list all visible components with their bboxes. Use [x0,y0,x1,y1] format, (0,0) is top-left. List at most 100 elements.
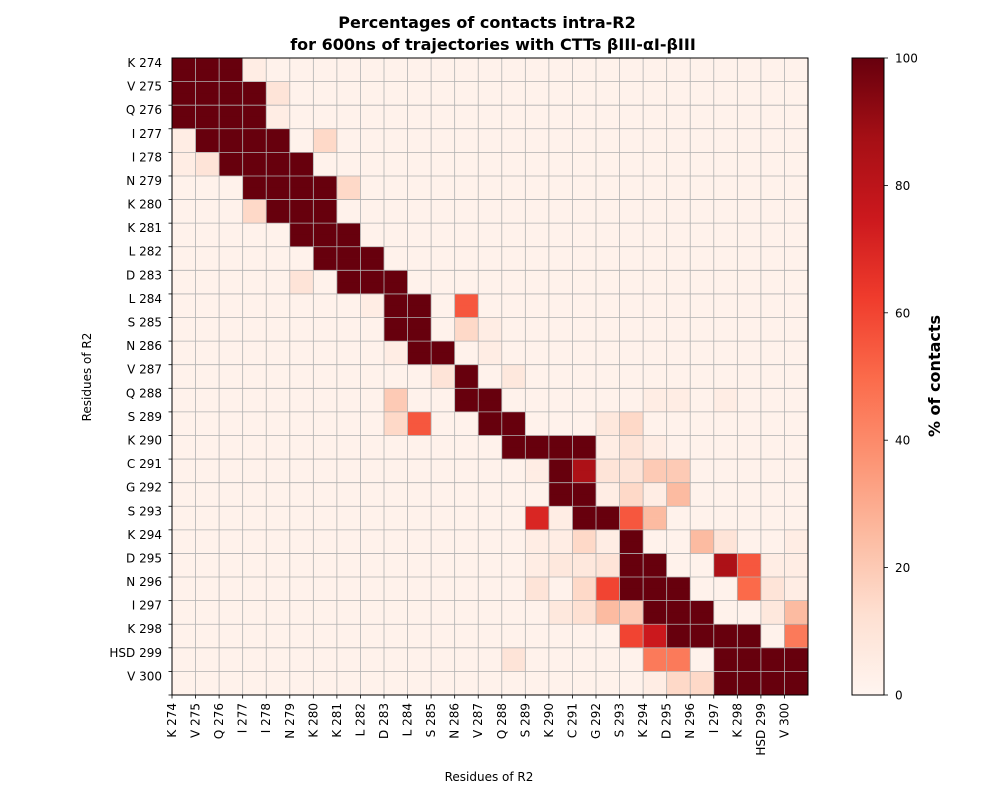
heatmap-cell [407,459,432,472]
heatmap-cell [407,234,432,248]
heatmap-cell [336,494,361,507]
heatmap-cell [384,164,408,177]
heatmap-cell [313,541,338,554]
heatmap-cell [572,81,597,94]
heatmap-cell [643,187,668,200]
heatmap-cell [737,152,762,165]
heatmap-cell [572,624,597,637]
heatmap-cell [242,69,267,82]
heatmap-cell [478,423,503,436]
heatmap-cell [690,293,715,307]
heatmap-cell [289,636,314,649]
heatmap-cell [690,329,715,342]
chart-title-line-1: Percentages of contacts intra-R2 [338,13,635,32]
heatmap-cell [501,506,526,519]
heatmap-cell [384,282,408,295]
heatmap-cell [760,376,785,389]
heatmap-cell [454,69,479,82]
heatmap-cell [360,612,385,625]
heatmap-cell [478,577,503,590]
heatmap-cell [219,376,244,389]
heatmap-cell [336,400,361,413]
heatmap-cell [713,258,738,271]
heatmap-cell [336,447,361,460]
heatmap-cell [195,553,220,566]
heatmap-cell [360,81,385,94]
heatmap-cell [407,175,432,189]
heatmap-cell [737,541,762,554]
heatmap-cell [242,246,267,259]
heatmap-cell [195,282,220,295]
heatmap-cell [219,270,244,283]
heatmap-cell [336,317,361,330]
heatmap-cell [431,423,456,436]
heatmap-cell [643,494,668,507]
heatmap-cell [784,671,809,684]
heatmap-cell [407,553,432,566]
heatmap-cell [525,529,550,543]
heatmap-cell [643,470,668,484]
heatmap-cell [572,636,597,649]
heatmap-cell [384,588,408,602]
heatmap-cell [266,553,291,566]
heatmap-cell [737,376,762,389]
heatmap-cell [289,140,314,153]
heatmap-cell [478,199,503,212]
heatmap-cell [572,600,597,613]
heatmap-cell [784,116,809,130]
colorbar-tick-label: 20 [895,561,910,575]
heatmap-cell [407,258,432,271]
heatmap-cell [172,400,196,413]
heatmap-cell [431,459,456,472]
heatmap-cell [572,400,597,413]
heatmap-cell [219,128,244,141]
heatmap-cell [596,636,620,649]
heatmap-cell [454,494,479,507]
heatmap-cell [548,588,573,602]
heatmap-cell [289,423,314,436]
heatmap-cell [336,329,361,342]
heatmap-cell [172,282,196,295]
heatmap-cell [195,565,220,578]
y-tick-label: N 279 [126,174,162,188]
x-tick-label: N 279 [283,703,297,739]
heatmap-cell [525,152,550,165]
heatmap-cell [336,624,361,637]
heatmap-cell [690,187,715,200]
heatmap-cell [195,93,220,106]
heatmap-cell [289,352,314,366]
heatmap-cell [360,105,385,118]
heatmap-cell [360,600,385,613]
heatmap-cell [407,388,432,401]
heatmap-cell [619,164,644,177]
heatmap-cell [713,482,738,495]
heatmap-cell [501,600,526,613]
heatmap-cell [407,518,432,531]
heatmap-cell [760,234,785,248]
heatmap-cell [737,116,762,130]
heatmap-cell [501,164,526,177]
y-tick-label: V 275 [127,80,162,94]
heatmap-cell [172,659,196,672]
heatmap-cell [242,293,267,307]
heatmap-cell [313,376,338,389]
heatmap-cell [242,506,267,519]
heatmap-cell [666,105,691,118]
heatmap-cell [336,258,361,271]
heatmap-cell [525,116,550,130]
heatmap-cell [737,58,762,71]
heatmap-cell [619,459,644,472]
heatmap-cell [313,447,338,460]
heatmap-cell [760,506,785,519]
heatmap-cell [454,187,479,200]
heatmap-cell [407,600,432,613]
heatmap-cell [596,435,620,448]
heatmap-cell [195,494,220,507]
heatmap-cell [572,506,597,519]
heatmap-cell [784,529,809,543]
heatmap-cell [454,529,479,543]
heatmap-cell [666,577,691,590]
heatmap-cell [266,187,291,200]
heatmap-cell [713,58,738,71]
